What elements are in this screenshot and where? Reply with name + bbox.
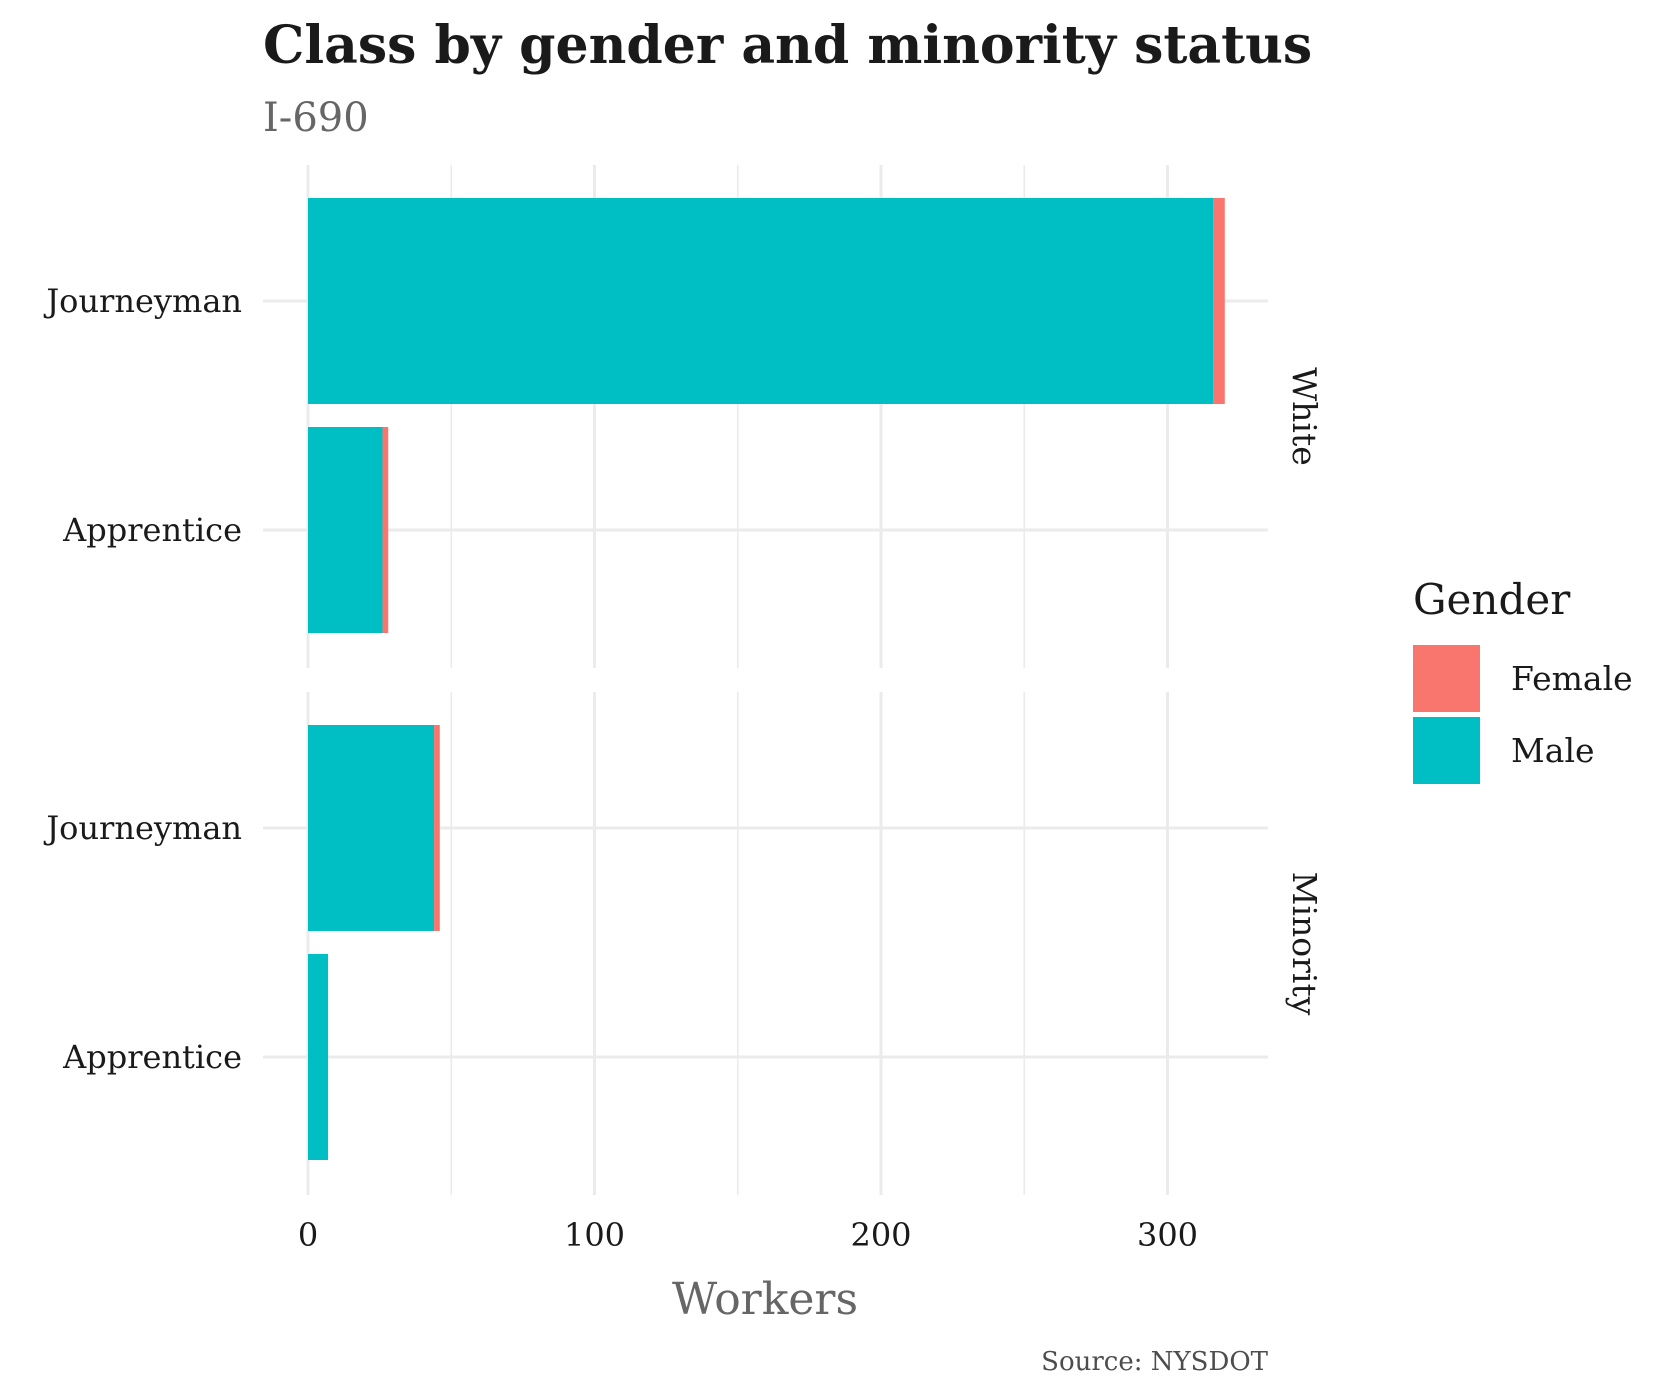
legend-title: Gender	[1413, 575, 1571, 624]
bar-white-apprentice-male	[308, 427, 383, 633]
legend-key-female	[1413, 645, 1480, 712]
bar-white-journeyman-female	[1213, 198, 1225, 404]
x-axis: 0 100 200 300	[298, 1216, 1198, 1254]
facet-panel-minority: Journeyman Apprentice Minority	[43, 692, 1324, 1195]
facet-panel-white: Journeyman Apprentice White	[43, 165, 1324, 668]
bar-white-journeyman-male	[308, 198, 1214, 404]
chart-subtitle: I-690	[263, 95, 369, 141]
facet-strip-label: White	[1285, 367, 1324, 466]
legend-label-female: Female	[1511, 659, 1633, 698]
bar-minority-journeyman-female	[434, 725, 440, 931]
x-tick-label: 0	[298, 1216, 318, 1254]
facet-strip-label: Minority	[1285, 872, 1324, 1016]
chart-caption: Source: NYSDOT	[1041, 1347, 1268, 1377]
y-tick-label: Apprentice	[62, 511, 242, 549]
x-tick-label: 200	[850, 1216, 911, 1254]
y-tick-label: Journeyman	[43, 282, 242, 320]
bar-white-apprentice-female	[382, 427, 389, 633]
legend-label-male: Male	[1511, 731, 1595, 770]
x-tick-label: 100	[564, 1216, 625, 1254]
x-axis-label: Workers	[672, 1274, 858, 1325]
facet-panels: Journeyman Apprentice White Journeyman Appre…	[43, 165, 1324, 1195]
legend-key-male	[1413, 717, 1480, 784]
bar-minority-apprentice-male	[308, 954, 329, 1160]
y-tick-label: Journeyman	[43, 809, 242, 847]
legend: Gender Female Male	[1413, 575, 1633, 784]
y-tick-label: Apprentice	[62, 1038, 242, 1076]
bar-minority-journeyman-male	[308, 725, 435, 931]
x-tick-label: 300	[1137, 1216, 1198, 1254]
chart-title: Class by gender and minority status	[263, 15, 1312, 76]
